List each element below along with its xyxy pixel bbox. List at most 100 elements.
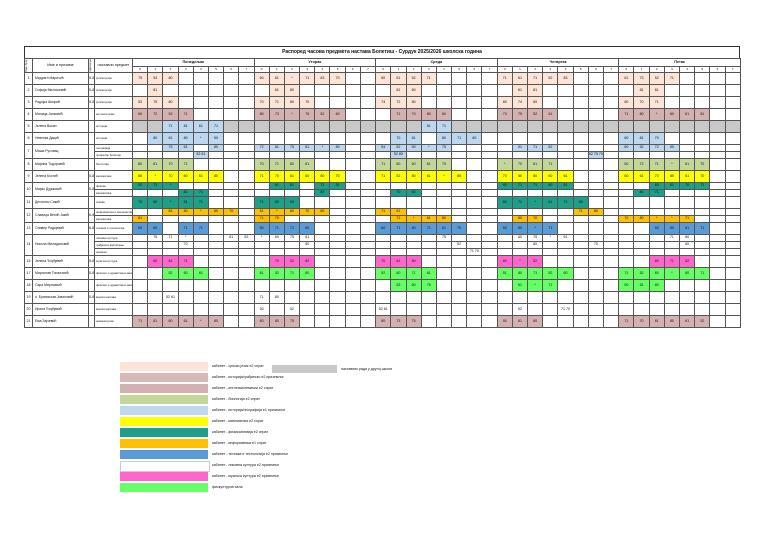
schedule-cell [314, 255, 331, 268]
schedule-cell [587, 132, 605, 145]
schedule-cell [557, 291, 574, 304]
schedule-cell: 81 [390, 84, 407, 97]
schedule-cell: 70 [435, 158, 453, 171]
schedule-cell: 81 [177, 120, 194, 133]
schedule-cell [329, 234, 346, 242]
schedule-cell [299, 182, 316, 190]
schedule-cell: 60 [375, 222, 392, 235]
schedule-cell: 52 [451, 241, 468, 249]
legend-label: кабинет - историја/географија е1 приземљ… [212, 408, 286, 412]
schedule-cell [466, 151, 483, 159]
row-number: 9 [24, 170, 33, 183]
row-number: 4 [24, 108, 33, 121]
schedule-cell [679, 291, 696, 304]
schedule-cell: 71 [268, 222, 285, 235]
schedule-cell [268, 151, 285, 159]
schedule-cell [603, 170, 620, 183]
schedule-cell [207, 234, 225, 242]
schedule-cell [329, 96, 346, 109]
schedule-cell: 52 61 [192, 151, 209, 159]
schedule-cell [481, 72, 498, 85]
schedule-cell [496, 189, 513, 197]
schedule-cell [375, 234, 392, 242]
row-number: 10 [24, 182, 33, 197]
schedule-cell [344, 255, 361, 268]
schedule-cell: 71 [162, 120, 179, 133]
schedule-cell [359, 151, 377, 159]
schedule-cell: 80 [283, 158, 301, 171]
schedule-cell [709, 158, 726, 171]
schedule-cell [283, 279, 301, 292]
schedule-cell [572, 267, 589, 280]
schedule-cell [663, 120, 681, 133]
schedule-cell: 71 [496, 72, 513, 85]
schedule-cell: 72 [648, 144, 665, 152]
teacher-subject: музичка култура [94, 255, 133, 268]
schedule-cell [663, 84, 681, 97]
schedule-cell [694, 208, 711, 216]
schedule-cell [466, 120, 483, 133]
schedule-cell [511, 248, 529, 256]
schedule-cell [481, 170, 498, 183]
schedule-cell: 60 [253, 72, 270, 85]
schedule-cell [344, 132, 361, 145]
schedule-cell [481, 215, 498, 223]
schedule-cell [238, 267, 255, 280]
schedule-cell: 73 [390, 315, 407, 328]
schedule-cell [724, 158, 741, 171]
schedule-cell: 75 [511, 108, 529, 121]
schedule-cell: 50 [131, 222, 149, 235]
schedule-cell [238, 72, 255, 85]
schedule-cell [223, 267, 240, 280]
schedule-cell: 71 [375, 158, 392, 171]
schedule-cell: 80 [147, 196, 164, 209]
schedule-cell [618, 255, 635, 268]
teacher-row: 5 Јелена Вокан историја 71 81 61 71 61 71 [24, 120, 741, 133]
schedule-cell: 75 [283, 144, 301, 152]
schedule-cell: 61 [679, 170, 696, 183]
schedule-cell: 61 [177, 315, 194, 328]
schedule-cell: 70 [253, 96, 270, 109]
schedule-cell: 61 [299, 234, 316, 242]
schedule-cell [299, 303, 316, 316]
schedule-cell [238, 248, 255, 256]
schedule-cell [359, 158, 377, 171]
schedule-cell [633, 241, 650, 249]
schedule-cell [359, 144, 377, 152]
schedule-cell [466, 222, 483, 235]
schedule-cell [283, 241, 301, 249]
schedule-cell [268, 241, 285, 249]
schedule-cell: 61 [253, 208, 270, 216]
schedule-cell: * [283, 72, 301, 85]
schedule-cell: 61 [177, 144, 194, 152]
schedule-cell: 71 [192, 196, 209, 209]
schedule-cell: 81 [283, 182, 301, 190]
schedule-cell: 53 [131, 96, 149, 109]
schedule-cell [709, 222, 726, 235]
schedule-cell [162, 151, 179, 159]
schedule-cell [223, 132, 240, 145]
schedule-cell [648, 234, 665, 242]
schedule-cell [162, 248, 179, 256]
schedule-cell: 52 [283, 255, 301, 268]
schedule-cell: 70 [223, 208, 240, 216]
row-number: 7 [24, 144, 33, 159]
schedule-cell [481, 158, 498, 171]
schedule-cell [451, 248, 468, 256]
schedule-cell [618, 303, 635, 316]
schedule-cell [572, 144, 589, 152]
schedule-cell [451, 303, 468, 316]
schedule-cell [329, 279, 346, 292]
schedule-cell: 70 [694, 170, 711, 183]
teacher-row: 7 Маша Русовац географија 75 61 80 72 81 75 81 * 80… [24, 144, 741, 159]
schedule-cell [572, 255, 589, 268]
schedule-cell: * [314, 144, 331, 152]
schedule-cell [648, 196, 665, 209]
schedule-cell [496, 120, 513, 133]
schedule-cell [344, 182, 361, 190]
schedule-cell [618, 248, 635, 256]
schedule-cell: 80 [162, 96, 179, 109]
schedule-cell [207, 267, 225, 280]
schedule-cell [466, 234, 483, 242]
schedule-cell [162, 222, 179, 235]
